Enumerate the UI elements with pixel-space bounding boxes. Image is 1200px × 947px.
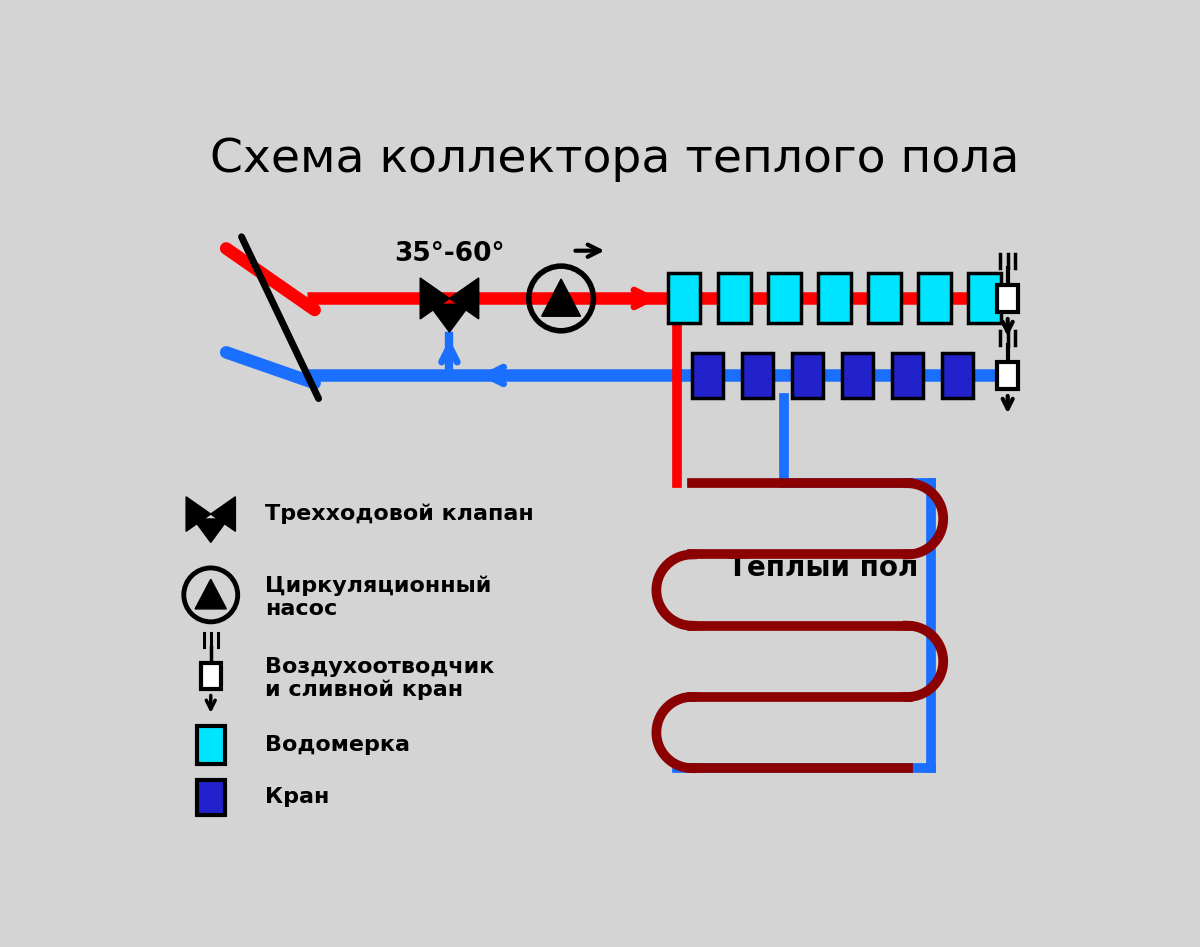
Polygon shape <box>196 580 227 609</box>
Bar <box>842 353 872 398</box>
Polygon shape <box>450 278 479 319</box>
Bar <box>792 353 823 398</box>
Polygon shape <box>428 304 470 332</box>
Bar <box>768 274 800 324</box>
Text: Схема коллектора теплого пола: Схема коллектора теплого пола <box>210 137 1020 183</box>
Bar <box>197 725 224 764</box>
Polygon shape <box>193 519 228 543</box>
Bar <box>997 285 1019 313</box>
Text: Водомерка: Водомерка <box>265 735 409 755</box>
Bar <box>818 274 851 324</box>
Bar <box>997 362 1019 389</box>
Bar <box>200 663 221 688</box>
Polygon shape <box>186 497 211 531</box>
Bar <box>968 274 1001 324</box>
Bar <box>668 274 701 324</box>
Polygon shape <box>541 279 581 316</box>
Text: Циркуляционный: Циркуляционный <box>265 576 491 596</box>
Text: насос: насос <box>265 599 337 618</box>
Bar <box>893 353 923 398</box>
Polygon shape <box>211 497 235 531</box>
Text: Трехходовой клапан: Трехходовой клапан <box>265 504 533 525</box>
Bar <box>197 779 224 815</box>
Bar <box>718 274 750 324</box>
Bar <box>742 353 773 398</box>
Text: Теплый пол: Теплый пол <box>727 554 918 582</box>
Text: 35°-60°: 35°-60° <box>394 241 505 267</box>
Text: Кран: Кран <box>265 787 329 808</box>
Text: и сливной кран: и сливной кран <box>265 679 463 700</box>
Polygon shape <box>420 278 450 319</box>
Bar <box>942 353 973 398</box>
Bar <box>869 274 901 324</box>
Text: Воздухоотводчик: Воздухоотводчик <box>265 656 494 676</box>
Bar <box>918 274 950 324</box>
Bar <box>692 353 722 398</box>
